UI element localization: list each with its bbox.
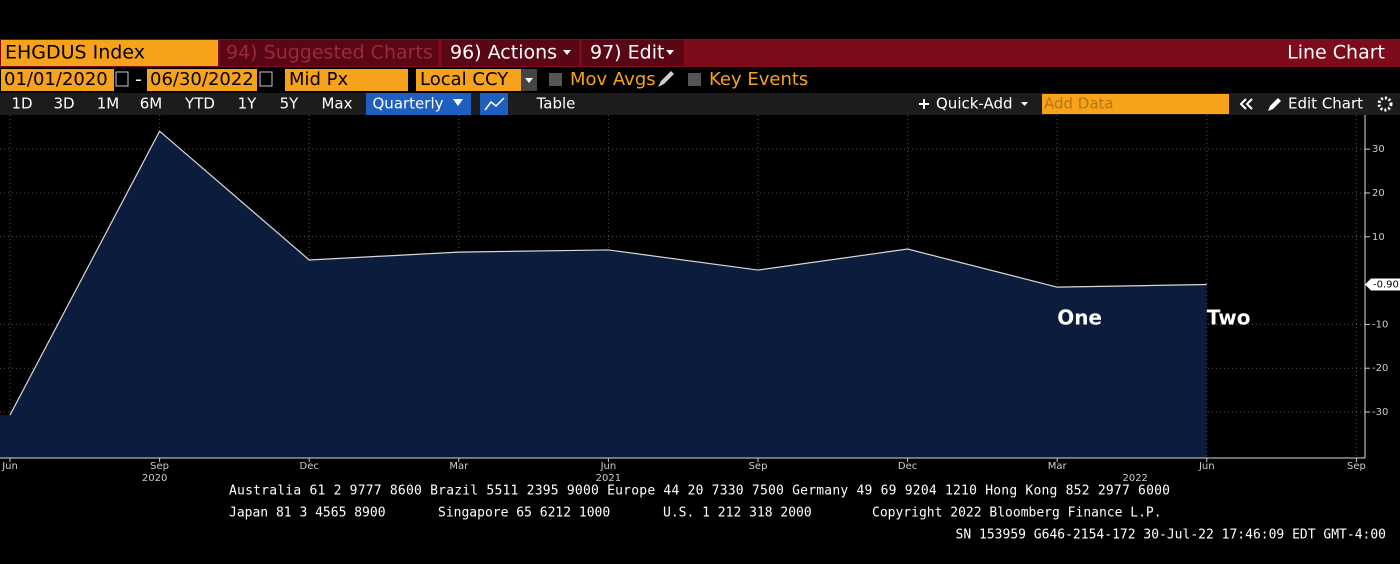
annotation: Two [1207,306,1251,330]
dropdown-arrow [453,99,463,106]
year-label: 2020 [142,473,167,484]
x-tick-label: Dec [898,461,917,472]
x-tick-label: Jun [1,461,18,472]
suggested-box[interactable] [220,40,438,66]
range-button[interactable]: Max [321,95,352,113]
currency[interactable]: Local CCY [420,69,509,90]
settings-icon[interactable] [1377,96,1393,112]
add-data-box[interactable] [1042,94,1229,114]
edit-box[interactable] [582,40,684,66]
checkbox[interactable] [688,73,701,86]
dropdown-arrow [563,50,571,55]
range-button[interactable]: 1D [11,95,32,113]
security-box[interactable] [1,40,218,66]
key-events[interactable]: Key Events [709,69,808,90]
y-tick-label: 20 [1372,188,1385,199]
y-tick-label: 10 [1372,232,1385,243]
start-date[interactable]: 01/01/2020 [4,69,108,90]
range-button[interactable]: 6M [140,95,163,113]
x-tick-label: Mar [1048,461,1068,472]
price-box[interactable] [285,69,408,91]
year-label: 2021 [596,473,621,484]
dropdown-arrow [666,50,674,55]
calendar-icon[interactable] [259,71,273,87]
suggested[interactable]: 94) Suggested Charts [226,42,433,64]
footer-session: SN 153959 G646-2154-172 30-Jul-22 17:46:… [956,528,1386,543]
period-button[interactable] [366,93,471,115]
dropdown-arrow [1021,102,1028,106]
pencil-icon [658,71,674,87]
pencil-icon [1268,98,1281,111]
range-button[interactable]: 5Y [280,95,300,113]
y-tick-label: -30 [1372,407,1388,418]
plus-icon [919,99,929,109]
end-date[interactable]: 06/30/2022 [150,69,254,90]
x-tick-label: Jun [1198,461,1215,472]
view-title: Line Chart [1287,42,1385,64]
annotation: One [1057,306,1102,330]
x-tick-label: Sep [749,461,768,472]
footer-singapore: Singapore 65 6212 1000 [438,506,610,521]
line-icon [484,97,505,111]
edit[interactable]: 97) Edit [590,42,664,64]
footer-japan: Japan 81 3 4565 8900 [229,506,386,521]
collapse-icon[interactable] [1239,98,1253,110]
x-tick-label: Dec [300,461,319,472]
quick-add[interactable]: Quick-Add [936,95,1013,113]
table-button[interactable]: Table [536,95,576,113]
checkbox[interactable] [549,73,562,86]
period[interactable]: Quarterly [373,95,444,113]
current-value-box [1365,278,1400,291]
end-date-box[interactable] [147,69,257,91]
calendar-icon[interactable] [115,71,129,87]
range-button[interactable]: 1M [97,95,120,113]
footer-copyright: Copyright 2022 Bloomberg Finance L.P. [872,506,1162,521]
y-tick-label: -20 [1372,363,1388,374]
dropdown-arrow [525,78,533,83]
line [9,130,1207,416]
range-button[interactable]: 3D [53,95,74,113]
footer-contacts: Australia 61 2 9777 8600 Brazil 5511 239… [229,484,1170,499]
currency-box[interactable] [416,69,521,91]
y-tick-label: -10 [1372,319,1388,330]
x-tick-label: Sep [1347,461,1366,472]
x-tick-label: Sep [150,461,169,472]
current-value-label: -0.90 [1373,280,1399,291]
mov-avgs[interactable]: Mov Avgs [570,69,656,90]
add-data[interactable]: Add Data [1044,95,1114,113]
security[interactable]: EHGDUS Index [5,42,145,64]
area [0,131,1207,458]
x-tick-label: Jun [600,461,617,472]
start-date-box[interactable] [1,69,114,91]
date-dash: - [135,69,142,91]
edit-chart[interactable]: Edit Chart [1288,95,1363,113]
year-label: 2022 [1122,473,1147,484]
footer-us: U.S. 1 212 318 2000 [663,506,812,521]
y-tick-label: 30 [1372,144,1385,155]
price[interactable]: Mid Px [289,69,349,90]
x-tick-label: Mar [449,461,469,472]
range-button[interactable]: 1Y [238,95,258,113]
actions[interactable]: 96) Actions [450,42,557,64]
range-button[interactable]: YTD [184,95,215,113]
actions-box[interactable] [442,40,579,66]
